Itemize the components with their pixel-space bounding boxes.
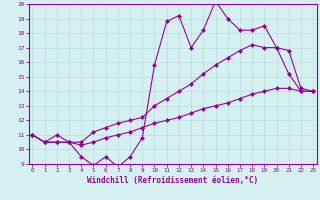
X-axis label: Windchill (Refroidissement éolien,°C): Windchill (Refroidissement éolien,°C) [87,176,258,185]
